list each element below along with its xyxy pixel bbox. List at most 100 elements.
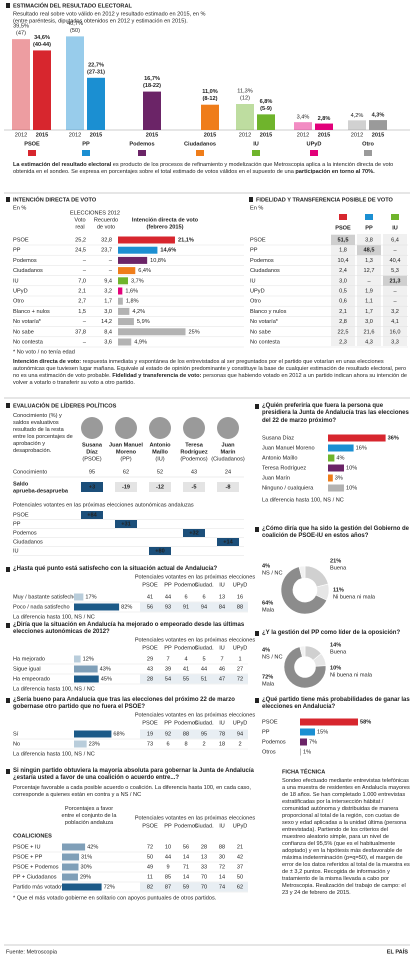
- party-logo: [365, 214, 373, 220]
- cell: 3,2: [391, 309, 399, 315]
- value-label: 7%: [309, 739, 317, 745]
- bar: [118, 318, 134, 326]
- value-label: 23%: [89, 741, 100, 747]
- row-label: UPyD: [13, 288, 28, 294]
- bar: [300, 738, 307, 746]
- leader-party: (PP): [120, 456, 131, 462]
- value-label: 11,3%: [237, 88, 252, 94]
- cell: 44: [165, 594, 171, 600]
- value-label: 45%: [101, 676, 112, 682]
- footnote: * No voto / no tenía edad: [13, 349, 75, 355]
- section-title: EVALUACIÓN DE LÍDERES POLÍTICOS: [13, 401, 117, 409]
- donut-slice: [299, 645, 306, 658]
- section-marker: [6, 3, 10, 8]
- leader-photo: [183, 417, 205, 439]
- column-header: PP: [164, 720, 172, 726]
- cell: 84: [219, 604, 225, 610]
- cell: 21,6: [364, 329, 375, 335]
- cell: 24,5: [75, 248, 86, 254]
- leader-name: Juan: [221, 442, 235, 448]
- bar: [300, 718, 358, 726]
- unit: En %: [13, 205, 26, 211]
- leader-name: Moreno: [116, 449, 137, 455]
- column-background: [331, 234, 355, 346]
- cell: 7: [220, 656, 223, 662]
- cell: 2: [202, 741, 205, 747]
- cell-highlight: [383, 275, 407, 286]
- value-label: 4,3%: [372, 113, 385, 119]
- question-marker: [6, 698, 10, 703]
- column-header: PSOE: [142, 823, 158, 829]
- column-header: PP: [164, 823, 172, 829]
- cell: 70: [201, 884, 207, 890]
- row-label: IU: [13, 548, 19, 554]
- cell: 56: [183, 844, 189, 850]
- bar: [300, 728, 315, 736]
- value-label: 15%: [317, 729, 328, 735]
- cell: 1,7: [365, 309, 373, 315]
- row-label: PP: [13, 248, 21, 254]
- cell: 55: [183, 676, 189, 682]
- cell: –: [83, 268, 87, 274]
- bar: [118, 256, 148, 264]
- value-label: 30%: [81, 864, 92, 870]
- cell: 1,8: [339, 248, 347, 254]
- column-header: Voto: [74, 217, 85, 223]
- cell: 44: [165, 854, 171, 860]
- cell: 16: [237, 594, 243, 600]
- table-header: Potenciales votantes en las próximas ele…: [135, 637, 256, 643]
- cell: 10,4: [338, 258, 349, 264]
- year-label: 2012: [351, 132, 363, 138]
- seats-label: (40-44): [33, 42, 51, 48]
- saldo-box: [115, 482, 137, 492]
- description: Conocimiento (%) y saldos evaluativos re…: [13, 413, 73, 454]
- leader-name: Marín: [221, 449, 237, 455]
- cell: 22,5: [338, 329, 349, 335]
- row-highlight: [140, 882, 248, 892]
- row-label: PSOE + Podemos: [13, 864, 59, 870]
- cell: 2,1: [339, 309, 347, 315]
- row-label: No: [13, 741, 20, 747]
- row-label: IU: [250, 278, 256, 284]
- party-name: PSOE: [24, 141, 40, 147]
- value-label: 3,4%: [297, 115, 310, 121]
- question-marker: [255, 404, 259, 409]
- cell: 16,0: [390, 329, 401, 335]
- leader-party: (IU): [155, 456, 164, 462]
- cell: 62: [237, 884, 243, 890]
- year-label: 2015: [318, 132, 330, 138]
- row-label: Conocimiento: [13, 469, 47, 475]
- bar: [118, 277, 128, 285]
- row-label: Juan Marín: [262, 475, 290, 481]
- bar: [328, 464, 344, 472]
- value-label: -12: [156, 484, 164, 490]
- bar: [300, 748, 301, 756]
- party-name: Ciudadanos: [184, 141, 216, 147]
- cell: 48,5: [364, 248, 375, 254]
- bar: [118, 246, 158, 254]
- cell: 11: [147, 874, 153, 880]
- bar: [74, 593, 84, 601]
- value-label: 4,9%: [134, 339, 147, 345]
- row-label: Juan Manuel Moreno: [262, 445, 315, 451]
- bar: [118, 287, 123, 295]
- value-label: 34,6%: [34, 35, 50, 41]
- party-name: UPyD: [307, 141, 322, 147]
- cell: 46: [219, 666, 225, 672]
- cell: 42: [237, 854, 243, 860]
- cell: 88: [237, 604, 243, 610]
- donut-slice: [304, 565, 329, 588]
- cell: 12,7: [364, 268, 375, 274]
- value-label: 5,9%: [137, 319, 150, 325]
- cell: 7: [166, 656, 169, 662]
- value-label: 72%: [104, 884, 115, 890]
- bar: [118, 328, 186, 336]
- cell: 6,4: [391, 237, 399, 243]
- cell: 2: [238, 741, 241, 747]
- slice-label: NS / NC: [262, 570, 283, 576]
- row-label: PSOE + IU: [13, 844, 41, 850]
- cell: 3,3: [391, 339, 399, 345]
- table-header: Porcentajes a favor entre el conjunto de…: [61, 806, 117, 826]
- row-label: Ciudadanos: [250, 268, 280, 274]
